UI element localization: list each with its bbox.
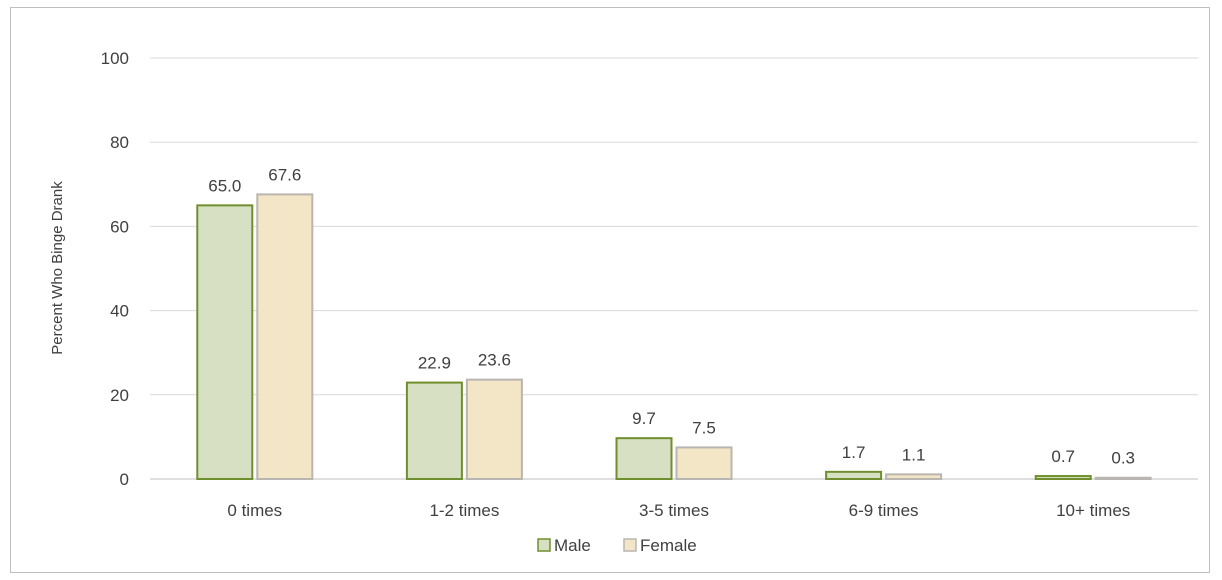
data-label: 1.1 [902, 445, 926, 464]
bar-male-0 [196, 204, 254, 480]
data-label: 67.6 [268, 165, 301, 184]
y-tick-label: 60 [110, 217, 129, 236]
x-tick-labels: 0 times 1-2 times 3-5 times 6-9 times 10+ ti… [227, 501, 1130, 520]
data-label: 1.7 [842, 443, 866, 462]
bar-male-1 [405, 381, 463, 480]
y-tick-label: 0 [120, 470, 129, 489]
y-axis-title: Percent Who Binge Drank [49, 181, 66, 355]
bar-male-3 [825, 470, 883, 480]
x-tick-label: 10+ times [1056, 501, 1130, 520]
bar-female-2 [675, 446, 733, 480]
data-label: 9.7 [632, 409, 656, 428]
legend-swatch-female [623, 538, 637, 552]
data-label: 65.0 [208, 176, 241, 195]
data-label: 23.6 [478, 351, 511, 370]
y-tick-label: 80 [110, 133, 129, 152]
x-tick-label: 0 times [227, 501, 282, 520]
legend-label-female: Female [640, 536, 697, 555]
bar-female-0 [256, 193, 314, 481]
x-tick-label: 6-9 times [849, 501, 919, 520]
x-tick-label: 1-2 times [429, 501, 499, 520]
bar-male-4 [1034, 475, 1092, 481]
data-label: 0.7 [1051, 447, 1075, 466]
bar-female-3 [885, 473, 943, 480]
data-label: 0.3 [1111, 449, 1135, 468]
data-labels: 65.0 67.6 22.9 23.6 9.7 7.5 1.7 1.1 0.7 0.3 [208, 165, 1135, 467]
y-tick-label: 40 [110, 302, 129, 321]
bar-male-2 [615, 437, 673, 480]
y-tick-label: 20 [110, 386, 129, 405]
legend-label-male: Male [554, 536, 591, 555]
bar-female-4 [1094, 476, 1152, 480]
data-label: 22.9 [418, 354, 451, 373]
bars [196, 193, 1152, 481]
y-tick-label: 100 [101, 49, 129, 68]
bar-female-1 [465, 378, 523, 481]
x-tick-label: 3-5 times [639, 501, 709, 520]
data-label: 7.5 [692, 418, 716, 437]
legend: Male Female [537, 536, 697, 555]
legend-swatch-male [537, 538, 551, 552]
gridlines [150, 57, 1198, 480]
y-tick-labels: 0 20 40 60 80 100 [101, 49, 129, 489]
